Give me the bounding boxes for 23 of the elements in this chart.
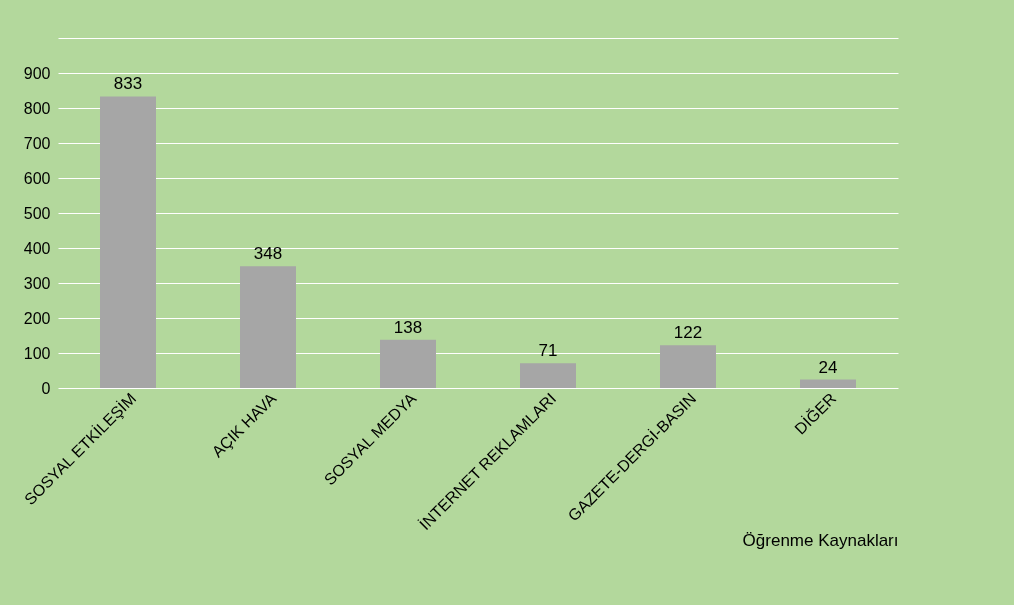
y-tick-label: 800	[23, 99, 51, 117]
bar	[800, 379, 856, 388]
y-tick-label: 100	[23, 344, 51, 362]
y-tick-label: 200	[23, 309, 51, 327]
x-axis-title: Öğrenme Kaynakları	[742, 531, 899, 551]
data-label: 24	[818, 357, 838, 377]
data-label: 833	[113, 74, 143, 94]
y-tick-label: 500	[23, 204, 51, 222]
y-tick-label: 600	[23, 169, 51, 187]
bar	[660, 345, 716, 388]
y-tick-label: 300	[23, 274, 51, 292]
data-label: 71	[538, 341, 558, 361]
y-tick-label: 900	[23, 64, 51, 82]
y-tick-label: 400	[23, 239, 51, 257]
bar	[240, 266, 296, 388]
y-tick-label: 0	[41, 379, 51, 397]
bar	[380, 339, 436, 388]
bar	[520, 363, 576, 388]
data-label: 348	[253, 244, 283, 264]
data-label: 138	[393, 317, 423, 337]
y-tick-label: 700	[23, 134, 51, 152]
data-label: 122	[673, 323, 703, 343]
bar	[100, 96, 156, 388]
